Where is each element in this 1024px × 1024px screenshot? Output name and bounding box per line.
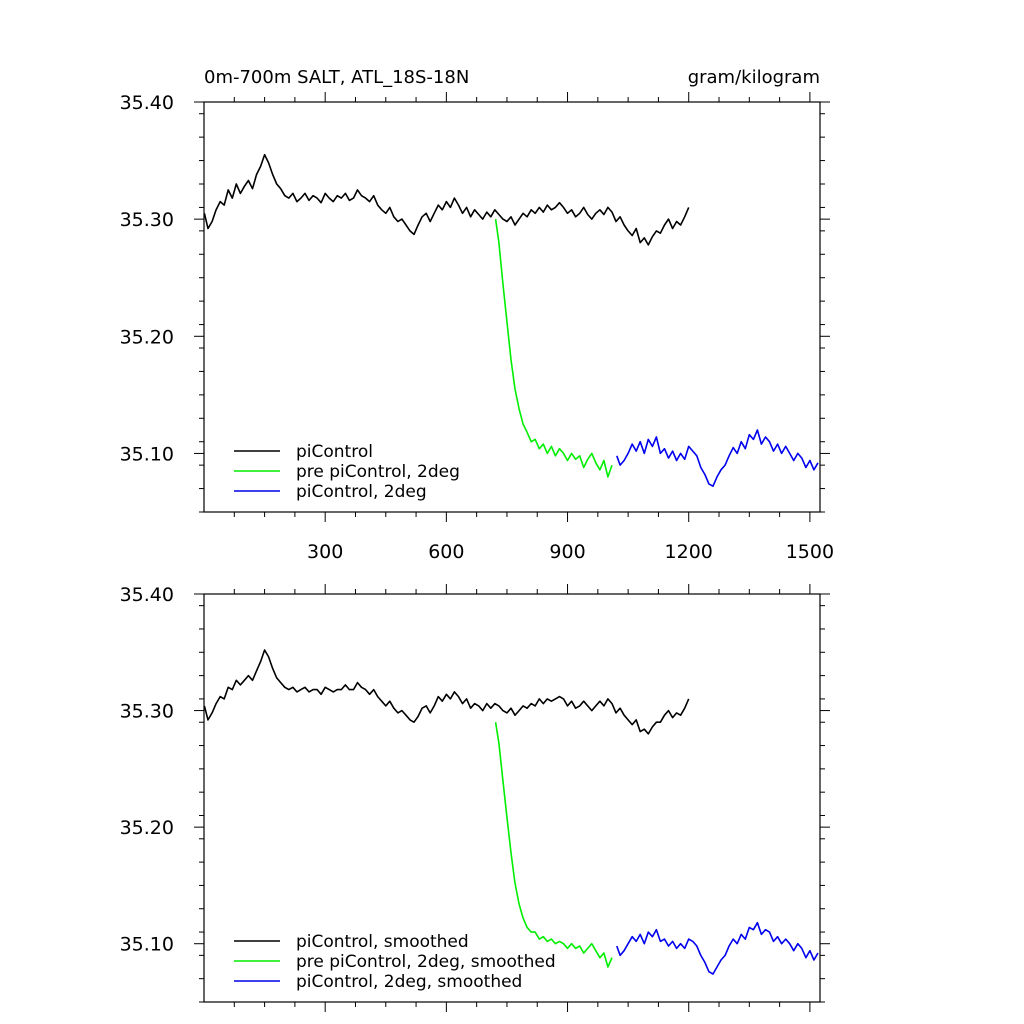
- x-tick-label: 600: [428, 541, 464, 563]
- y-tick-label: 35.20: [120, 817, 174, 839]
- series-line-1: [494, 722, 613, 968]
- legend-label-2: piControl, 2deg: [296, 482, 427, 502]
- y-tick-label: 35.40: [120, 584, 174, 606]
- x-tick-label: 300: [307, 541, 343, 563]
- chart-title-left: 0m-700m SALT, ATL_18S-18N: [204, 67, 469, 88]
- y-tick-label: 35.30: [120, 701, 174, 723]
- top-panel: 300 600 900 1200 1500 35.10 35.20 35.30 35.40 piC…: [120, 92, 834, 563]
- legend-label-1: pre piControl, 2deg, smoothed: [296, 952, 556, 972]
- x-tick-label: 900: [549, 541, 585, 563]
- legend-label-0: piControl, smoothed: [296, 932, 469, 952]
- y-tick-label: 35.40: [120, 92, 174, 114]
- chart-units-label: gram/kilogram: [688, 67, 820, 88]
- series-line-1: [494, 218, 613, 478]
- series-line-0: [203, 649, 690, 735]
- y-tick-label: 35.10: [120, 934, 174, 956]
- legend-label-1: pre piControl, 2deg: [296, 462, 460, 482]
- series-line-2: [616, 429, 819, 488]
- y-tick-label: 35.20: [120, 326, 174, 348]
- y-tick-label: 35.30: [120, 209, 174, 231]
- series-line-2: [616, 921, 819, 975]
- series-line-0: [203, 153, 690, 246]
- legend-label-2: piControl, 2deg, smoothed: [296, 972, 522, 992]
- legend-label-0: piControl: [296, 442, 373, 462]
- y-tick-label: 35.10: [120, 443, 174, 465]
- plot-frame: [203, 593, 821, 1003]
- plot-frame: [203, 101, 821, 513]
- x-tick-label: 1500: [786, 541, 834, 563]
- x-tick-label: 1200: [665, 541, 713, 563]
